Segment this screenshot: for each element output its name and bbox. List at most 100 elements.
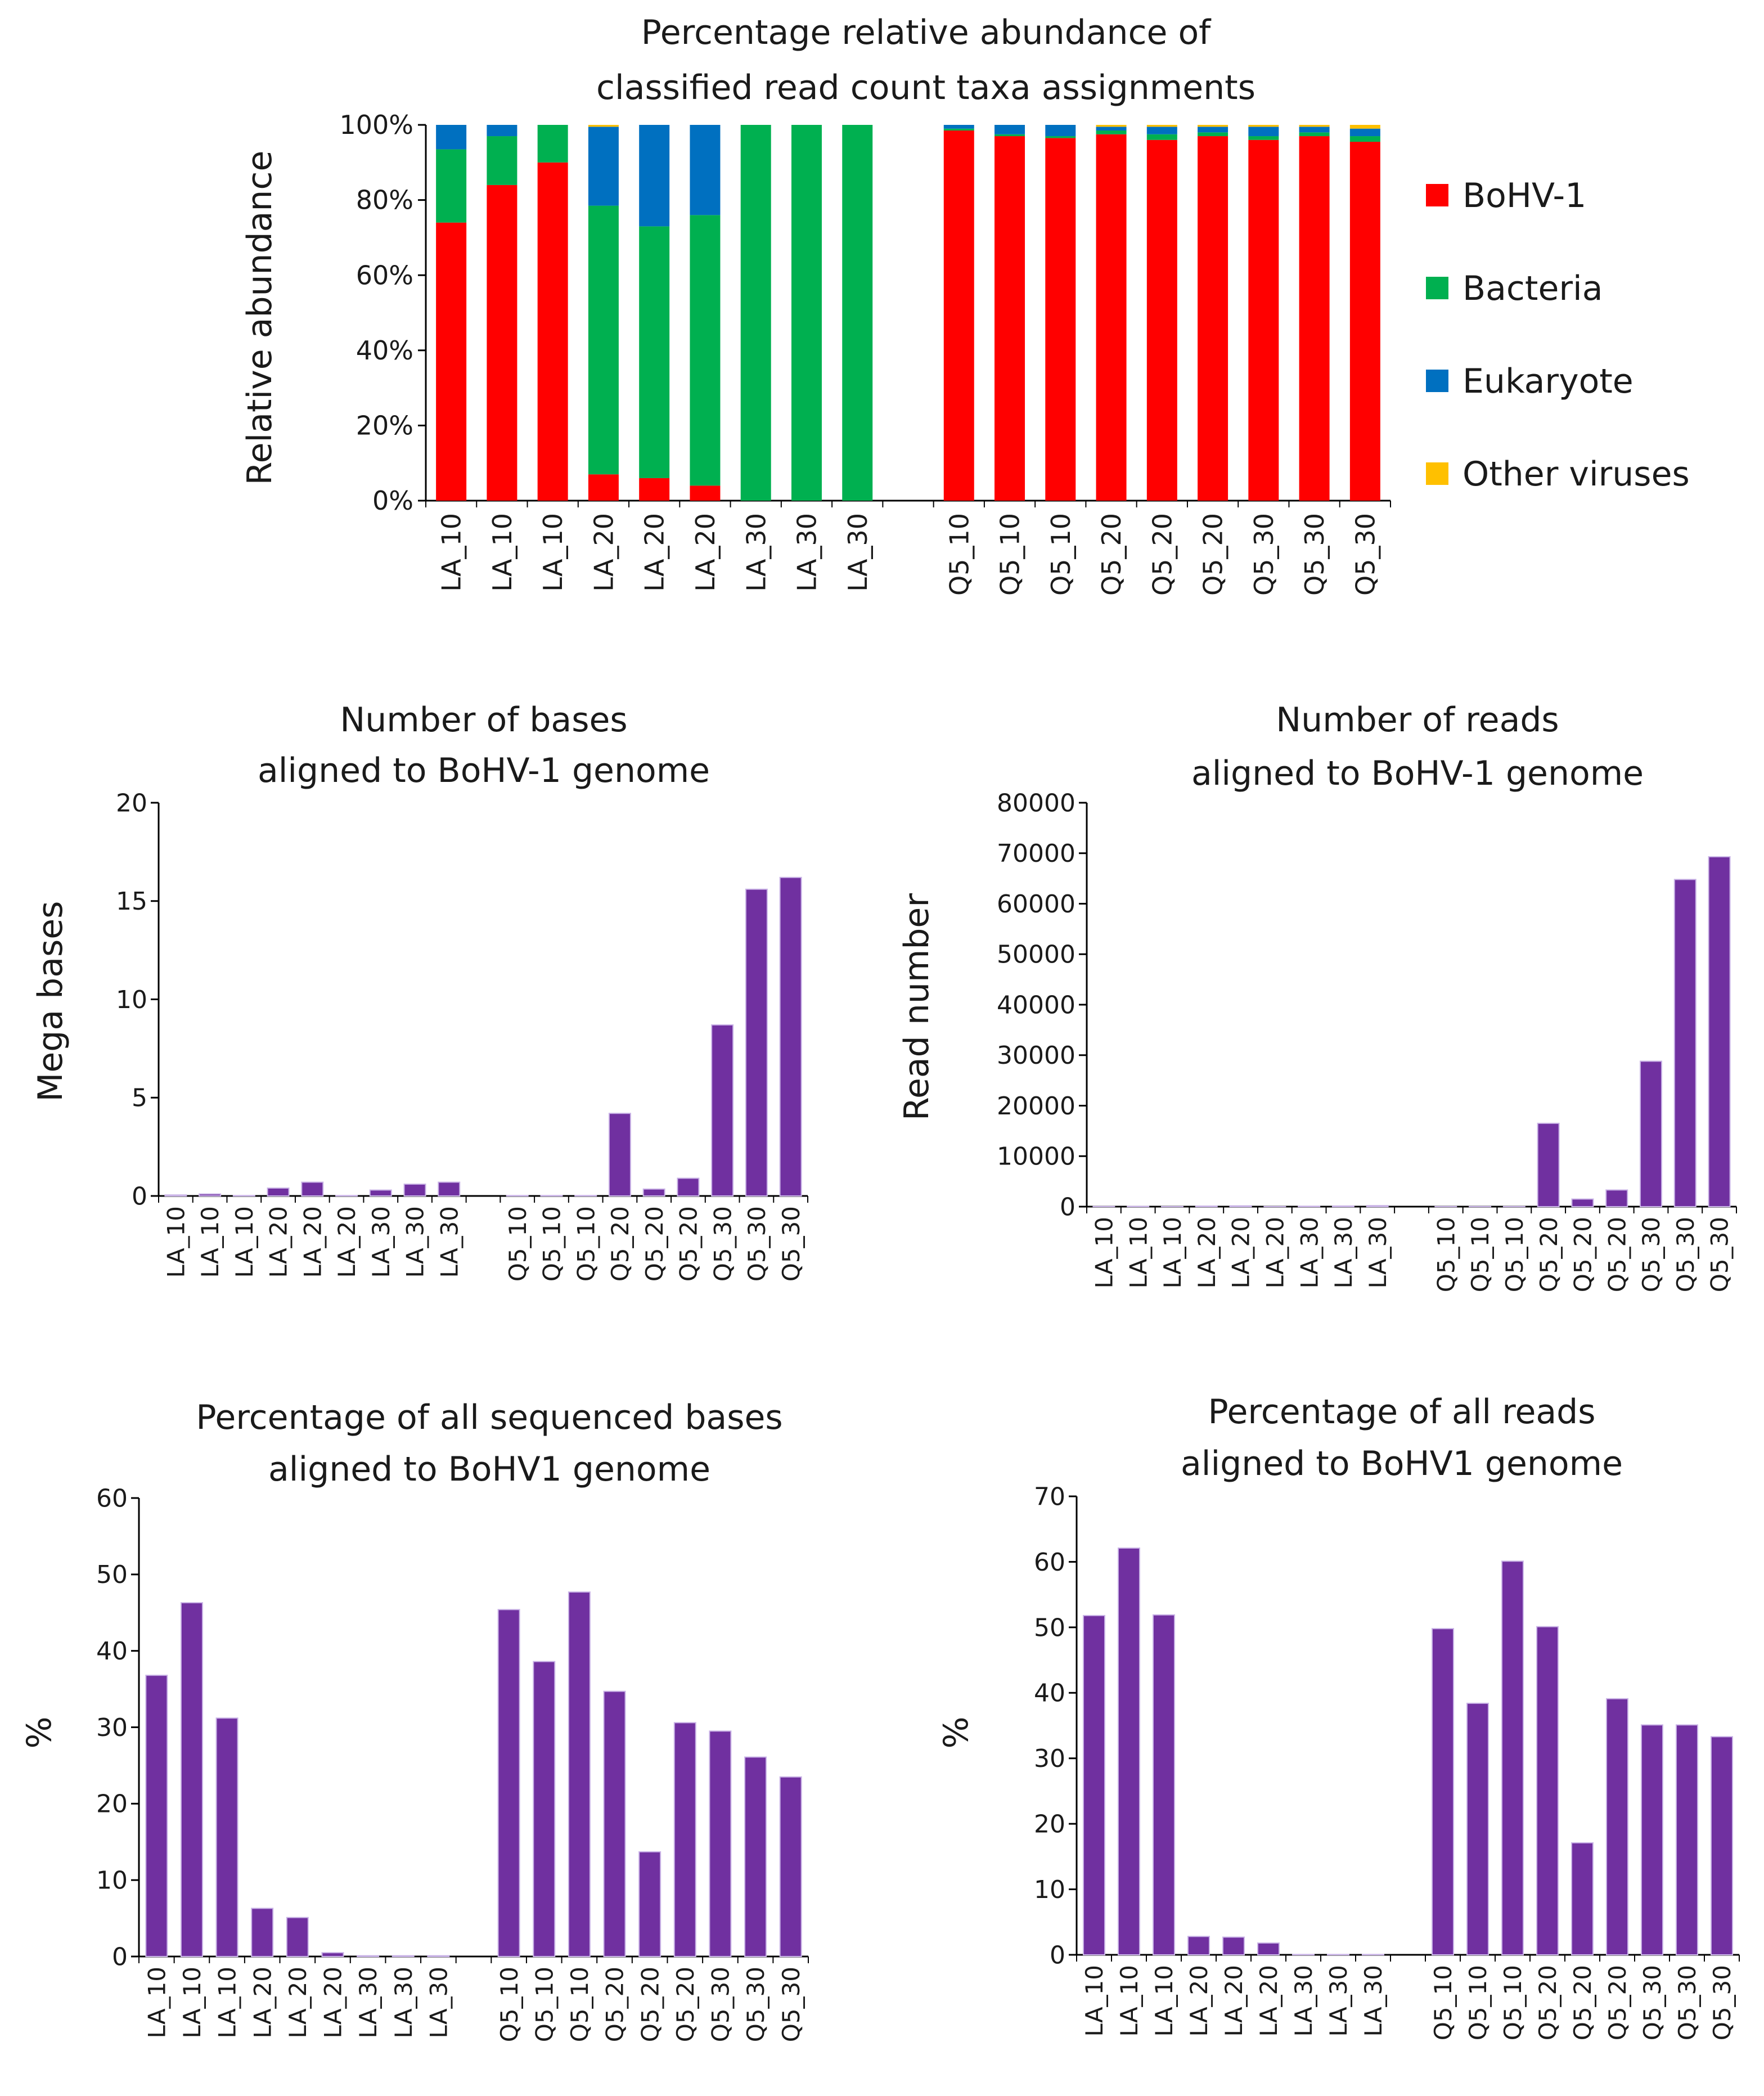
pct-reads-x-tick-label: LA_30 (1325, 1965, 1352, 2037)
mega-bases-bar (199, 1193, 222, 1197)
abundance-bar-bacteria (436, 149, 467, 223)
abundance-x-tick-label: LA_10 (487, 513, 518, 592)
read-number-x-tick-label: Q5_10 (1432, 1217, 1460, 1292)
mega-bases-bar (335, 1195, 358, 1197)
pct-bases-bar (251, 1908, 274, 1958)
abundance-bar-eukaryote (639, 125, 670, 227)
mega-bases-y-tick-label: 0 (132, 1182, 147, 1211)
abundance-legend: BoHV-1 Bacteria Eukaryote Other viruses (1426, 176, 1690, 494)
read-number-x-tick-label: Q5_10 (1501, 1217, 1528, 1292)
mega-bases-x-tick-label: LA_20 (265, 1206, 292, 1278)
pct-reads-chart: Percentage of all reads aligned to BoHV1… (937, 1392, 1740, 2040)
abundance-bar-bohv-1 (690, 485, 721, 501)
mega-bases-title-line-2: aligned to BoHV-1 genome (258, 751, 710, 790)
pct-bases-y-tick-label: 40 (96, 1637, 128, 1666)
mega-bases-x-tick-label: LA_10 (196, 1206, 224, 1278)
mega-bases-bar (608, 1113, 631, 1197)
pct-bases-bar (603, 1690, 626, 1958)
mega-bases-x-tick-label: LA_10 (231, 1206, 258, 1278)
abundance-x-tick-label: LA_30 (741, 513, 771, 592)
read-number-y-tick-label: 40000 (997, 991, 1076, 1019)
abundance-title-line-1: Percentage relative abundance of (641, 13, 1212, 52)
read-number-x-tick-label: LA_10 (1124, 1217, 1152, 1289)
abundance-bar-bacteria (1045, 136, 1076, 138)
mega-bases-x-tick-label: LA_20 (299, 1206, 326, 1278)
pct-reads-x-tick-label: Q5_10 (1499, 1965, 1527, 2040)
pct-bases-bar (533, 1661, 556, 1957)
abundance-bar-eukaryote (1045, 125, 1076, 137)
read-number-x-tick-label: LA_20 (1227, 1217, 1255, 1289)
read-number-x-tick-label: LA_10 (1159, 1217, 1186, 1289)
abundance-bar-bohv-1 (1146, 140, 1177, 501)
pct-bases-x-tick-label: LA_30 (390, 1967, 417, 2039)
pct-reads-x-tick-label: Q5_30 (1708, 1965, 1736, 2040)
read-number-x-tick-label: Q5_30 (1706, 1217, 1734, 1292)
abundance-chart: Percentage relative abundance of classif… (240, 13, 1690, 596)
pct-reads-x-tick-label: LA_10 (1150, 1965, 1178, 2037)
abundance-bar-bacteria (994, 134, 1025, 137)
legend-swatch-eukaryote (1426, 370, 1448, 392)
read-number-bar (1298, 1206, 1321, 1207)
pct-bases-y-tick-label: 20 (96, 1790, 128, 1819)
pct-reads-y-tick-label: 0 (1050, 1941, 1065, 1969)
read-number-bar (1366, 1205, 1389, 1208)
abundance-bar-bacteria (943, 128, 974, 131)
abundance-x-tick-label: Q5_20 (1198, 513, 1228, 596)
mega-bases-x-tick-label: LA_30 (402, 1206, 429, 1278)
abundance-bar-bacteria (537, 125, 568, 163)
read-number-x-tick-label: LA_30 (1330, 1217, 1357, 1289)
pct-bases-y-tick-label: 0 (112, 1942, 128, 1971)
mega-bases-bar (642, 1188, 665, 1197)
read-number-y-tick-label: 10000 (997, 1143, 1076, 1171)
pct-bases-bar (744, 1756, 767, 1958)
abundance-bar-eukaryote (588, 127, 619, 206)
abundance-y-tick-label: 100% (339, 110, 413, 140)
abundance-bar-bohv-1 (994, 136, 1025, 501)
pct-bases-chart: Percentage of all sequenced bases aligne… (20, 1398, 809, 2042)
pct-reads-x-tick-label: LA_20 (1220, 1965, 1248, 2037)
abundance-bar-eukaryote (690, 125, 721, 215)
read-number-bar (1229, 1205, 1252, 1208)
read-number-plot: 0 10000 20000 30000 40000 50000 60000 70000 8000… (997, 789, 1737, 1292)
read-number-x-tick-label: Q5_20 (1569, 1217, 1597, 1292)
pct-bases-x-tick-label: Q5_10 (530, 1967, 558, 2042)
pct-bases-x-tick-label: Q5_20 (601, 1967, 629, 2042)
abundance-y-axis-label: Relative abundance (240, 151, 280, 485)
read-number-x-tick-label: LA_10 (1091, 1217, 1118, 1289)
legend-label-eukaryote: Eukaryote (1462, 362, 1634, 401)
abundance-x-tick-label: LA_10 (436, 513, 467, 592)
read-number-y-tick-label: 70000 (997, 839, 1076, 868)
pct-bases-x-tick-label: LA_20 (249, 1967, 276, 2039)
abundance-bar-other-viruses (1349, 125, 1380, 129)
abundance-bar-eukaryote (994, 125, 1025, 134)
pct-reads-y-axis-label: % (937, 1716, 976, 1748)
pct-bases-x-tick-label: Q5_30 (707, 1967, 735, 2042)
pct-reads-y-tick-label: 60 (1034, 1548, 1065, 1577)
abundance-bar-eukaryote (487, 125, 518, 137)
abundance-bar-bacteria (1146, 134, 1177, 140)
abundance-x-tick-label: Q5_30 (1299, 513, 1330, 596)
abundance-bar-bohv-1 (588, 474, 619, 501)
abundance-bar-bacteria (1198, 132, 1228, 137)
read-number-x-tick-label: LA_30 (1364, 1217, 1392, 1289)
pct-reads-bar (1083, 1614, 1105, 1955)
pct-bases-x-tick-label: Q5_10 (566, 1967, 593, 2042)
mega-bases-x-tick-label: LA_30 (435, 1206, 463, 1278)
mega-bases-x-tick-label: Q5_10 (504, 1206, 532, 1281)
read-number-title-line-2: aligned to BoHV-1 genome (1191, 754, 1644, 793)
read-number-x-tick-label: LA_20 (1193, 1217, 1221, 1289)
pct-reads-title-line-1: Percentage of all reads (1208, 1392, 1595, 1432)
abundance-bar-bacteria (1248, 136, 1279, 140)
pct-bases-x-tick-label: LA_10 (143, 1967, 170, 2039)
pct-reads-bar (1257, 1942, 1280, 1956)
mega-bases-x-tick-label: Q5_30 (743, 1206, 771, 1281)
pct-reads-x-tick-label: Q5_20 (1569, 1965, 1596, 2040)
pct-reads-x-tick-label: LA_30 (1360, 1965, 1387, 2037)
pct-reads-bar (1676, 1724, 1698, 1955)
read-number-y-axis-label: Read number (897, 893, 937, 1121)
mega-bases-bar (438, 1181, 461, 1197)
legend-label-bacteria: Bacteria (1462, 269, 1603, 308)
abundance-x-tick-label: Q5_10 (995, 513, 1025, 596)
